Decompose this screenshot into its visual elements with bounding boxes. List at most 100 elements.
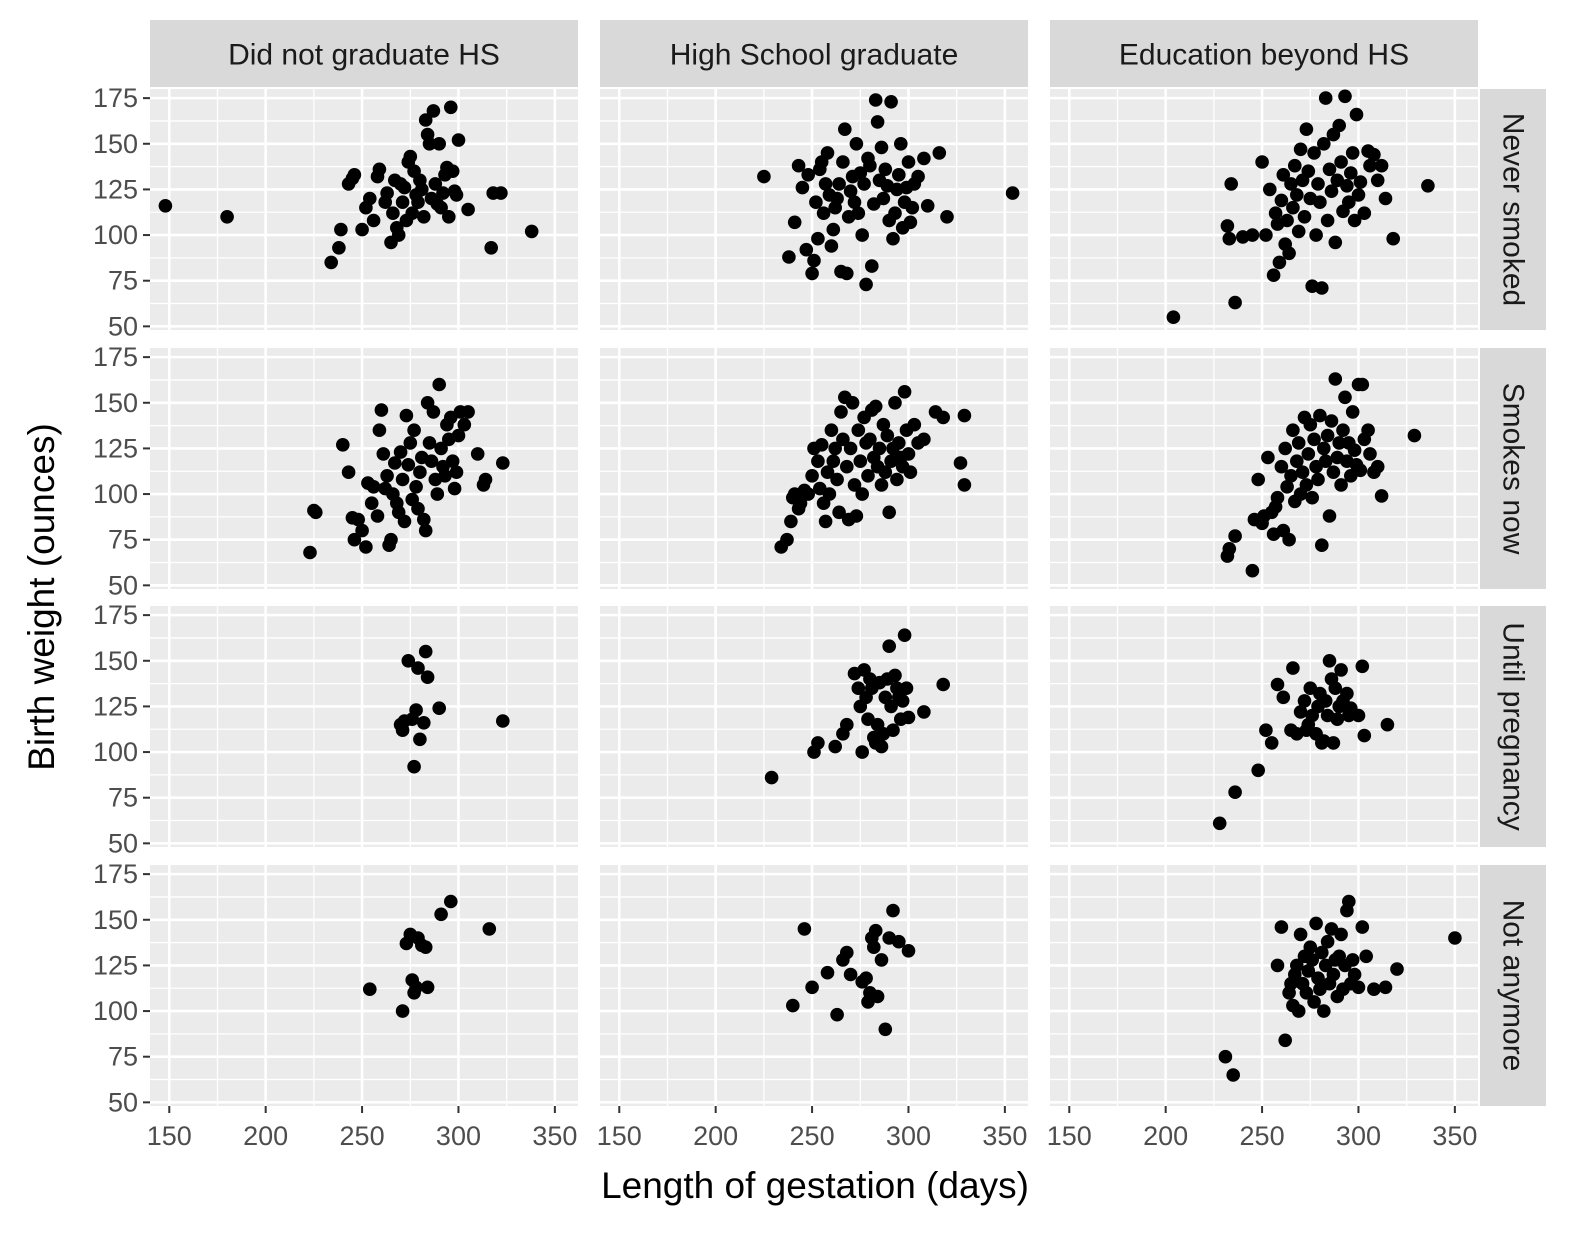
data-point — [811, 736, 825, 750]
data-point — [1282, 246, 1296, 261]
data-point — [1357, 728, 1372, 743]
data-point — [863, 432, 877, 447]
data-point — [449, 188, 464, 202]
data-point — [851, 681, 866, 695]
data-point — [1332, 436, 1346, 450]
data-point — [478, 472, 493, 487]
data-point — [757, 169, 771, 184]
data-point — [859, 971, 873, 985]
data-point — [1359, 949, 1373, 964]
data-point — [393, 445, 408, 459]
data-point — [1324, 184, 1339, 198]
data-point — [1334, 478, 1348, 492]
data-point — [1345, 953, 1360, 967]
data-point — [886, 903, 900, 918]
data-point — [828, 739, 842, 754]
data-point — [1266, 268, 1281, 283]
data-point — [805, 980, 819, 995]
x-tick-label: 150 — [597, 1121, 642, 1151]
data-point — [897, 385, 912, 399]
panel-until-pregnancy-did-not-graduate-hs — [150, 606, 578, 847]
data-point — [899, 681, 914, 695]
data-point — [1340, 686, 1354, 701]
data-point — [878, 162, 893, 177]
strip-label: Until pregnancy — [1497, 622, 1530, 830]
data-point — [1363, 447, 1377, 461]
data-point — [376, 447, 391, 461]
data-point — [1338, 89, 1352, 104]
data-point — [905, 200, 920, 215]
data-point — [1374, 158, 1389, 173]
data-point — [1276, 168, 1291, 182]
x-tick-label: 250 — [790, 1121, 835, 1151]
panel-until-pregnancy-education-beyond-hs — [1050, 606, 1478, 847]
data-point — [1328, 235, 1343, 250]
panel-background — [1050, 865, 1478, 1106]
data-point — [1270, 958, 1285, 973]
data-point — [1261, 450, 1275, 465]
data-point — [840, 459, 854, 474]
data-point — [424, 454, 439, 469]
data-point — [805, 469, 819, 483]
data-point — [834, 405, 848, 419]
data-point — [436, 186, 450, 200]
strip-label: Smokes now — [1497, 383, 1530, 555]
data-point — [1351, 980, 1366, 995]
panel-background — [150, 606, 578, 847]
data-point — [1318, 694, 1333, 708]
data-point — [1347, 967, 1362, 982]
data-point — [907, 417, 922, 432]
data-point — [874, 739, 889, 754]
data-point — [840, 717, 854, 732]
data-point — [445, 454, 460, 469]
data-point — [405, 206, 420, 220]
panel-not-anymore-high-school-graduate — [600, 865, 1028, 1106]
data-point — [1293, 705, 1308, 719]
data-point — [303, 545, 317, 560]
data-point — [1407, 428, 1422, 443]
data-point — [932, 146, 947, 160]
data-point — [814, 438, 829, 452]
data-point — [1245, 228, 1260, 242]
y-tick-label: 75 — [108, 1042, 138, 1072]
panel-smokes-now-education-beyond-hs — [1050, 348, 1478, 589]
data-point — [399, 408, 414, 423]
data-point — [1280, 213, 1294, 228]
data-point — [847, 195, 862, 209]
x-tick-label: 350 — [1432, 1121, 1477, 1151]
data-point — [434, 200, 448, 215]
data-point — [1347, 443, 1362, 458]
data-point — [1293, 927, 1308, 942]
data-point — [832, 505, 846, 520]
data-point — [1351, 188, 1366, 202]
data-point — [830, 191, 844, 206]
data-point — [1303, 417, 1318, 432]
data-point — [884, 95, 898, 109]
x-tick-label: 150 — [1047, 1121, 1092, 1151]
data-point — [1224, 177, 1238, 191]
data-point — [1326, 736, 1341, 750]
data-point — [1305, 953, 1319, 967]
data-point — [1320, 934, 1335, 949]
strip-did-not-graduate-hs: Did not graduate HS — [150, 20, 578, 87]
data-point — [403, 436, 418, 450]
data-point — [876, 191, 891, 206]
data-point — [1297, 694, 1312, 708]
y-tick-label: 150 — [93, 905, 138, 935]
x-tick-label: 350 — [532, 1121, 577, 1151]
data-point — [878, 465, 893, 480]
data-point — [1286, 661, 1300, 675]
data-point — [1355, 377, 1370, 392]
data-point — [888, 206, 902, 220]
data-point — [1318, 91, 1333, 105]
data-point — [1309, 228, 1323, 242]
data-point — [417, 716, 431, 730]
y-tick-label: 100 — [93, 996, 138, 1026]
data-point — [1313, 195, 1327, 209]
data-point — [953, 456, 968, 470]
data-point — [911, 169, 925, 184]
data-point — [355, 222, 369, 237]
data-point — [824, 423, 839, 438]
data-point — [1297, 210, 1312, 224]
data-point — [401, 458, 416, 472]
